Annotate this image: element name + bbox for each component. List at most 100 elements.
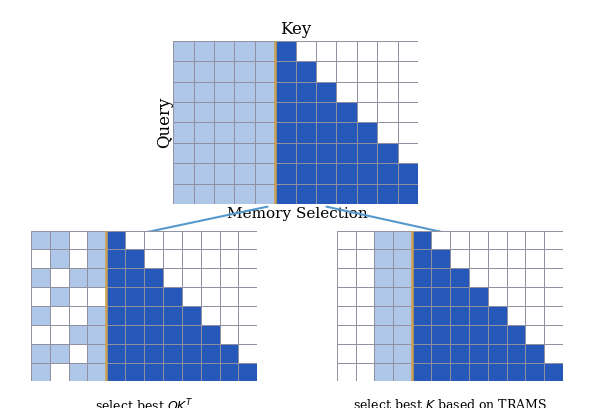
Bar — [255, 61, 275, 82]
Bar — [106, 363, 125, 381]
Bar — [214, 41, 234, 61]
Bar — [182, 325, 201, 344]
Bar — [144, 306, 163, 325]
Bar — [31, 268, 50, 287]
Bar — [50, 306, 68, 325]
Bar — [377, 163, 397, 184]
Bar — [173, 41, 194, 61]
Bar — [220, 287, 238, 306]
Bar — [488, 306, 507, 325]
Bar — [316, 163, 336, 184]
Bar — [238, 287, 257, 306]
Bar — [336, 61, 357, 82]
Bar — [234, 102, 255, 122]
Bar — [377, 143, 397, 163]
Bar — [87, 325, 106, 344]
Bar — [295, 41, 316, 61]
Bar — [163, 325, 182, 344]
Bar — [393, 344, 412, 363]
Bar — [374, 325, 393, 344]
Bar — [182, 231, 201, 249]
Bar — [507, 287, 526, 306]
Bar — [173, 122, 194, 143]
Bar — [125, 306, 144, 325]
Bar — [106, 306, 125, 325]
Bar — [469, 325, 488, 344]
Bar — [255, 82, 275, 102]
Text: Key: Key — [280, 21, 311, 38]
Bar — [357, 61, 377, 82]
Bar — [397, 122, 418, 143]
Bar — [87, 363, 106, 381]
Bar — [31, 325, 50, 344]
Bar — [220, 325, 238, 344]
Bar — [488, 325, 507, 344]
Bar — [275, 41, 295, 61]
Bar — [544, 306, 563, 325]
Bar — [356, 306, 374, 325]
Bar — [214, 163, 234, 184]
Bar — [87, 268, 106, 287]
Bar — [397, 184, 418, 204]
Bar — [255, 163, 275, 184]
Bar — [507, 325, 526, 344]
Bar — [68, 325, 87, 344]
Bar — [374, 306, 393, 325]
Bar — [214, 184, 234, 204]
Bar — [125, 268, 144, 287]
Bar — [374, 231, 393, 249]
Bar — [220, 363, 238, 381]
Bar — [173, 143, 194, 163]
Bar — [431, 363, 450, 381]
Bar — [50, 231, 68, 249]
Bar — [106, 287, 125, 306]
Bar — [393, 306, 412, 325]
Bar — [275, 102, 295, 122]
Bar — [507, 231, 526, 249]
Bar — [201, 287, 220, 306]
Bar — [125, 249, 144, 268]
Bar — [106, 325, 125, 344]
Bar — [125, 344, 144, 363]
Bar — [356, 344, 374, 363]
Text: select best $QK^T$: select best $QK^T$ — [94, 397, 194, 408]
Bar — [431, 268, 450, 287]
Bar — [488, 249, 507, 268]
Bar — [68, 231, 87, 249]
Bar — [374, 363, 393, 381]
Bar — [450, 344, 469, 363]
Bar — [469, 344, 488, 363]
Bar — [469, 231, 488, 249]
Bar — [393, 249, 412, 268]
Bar — [450, 306, 469, 325]
Bar — [526, 325, 544, 344]
Bar — [194, 41, 214, 61]
Bar — [234, 122, 255, 143]
Bar — [275, 82, 295, 102]
Bar — [450, 325, 469, 344]
Bar — [397, 41, 418, 61]
Bar — [275, 163, 295, 184]
Bar — [255, 143, 275, 163]
Bar — [337, 249, 356, 268]
Bar — [194, 102, 214, 122]
Bar — [356, 325, 374, 344]
Bar — [255, 102, 275, 122]
Bar — [377, 61, 397, 82]
Bar — [68, 249, 87, 268]
Bar — [544, 344, 563, 363]
Bar — [336, 82, 357, 102]
Bar — [31, 231, 50, 249]
Bar — [357, 163, 377, 184]
Bar — [31, 344, 50, 363]
Bar — [356, 363, 374, 381]
Bar — [173, 163, 194, 184]
Bar — [337, 363, 356, 381]
Bar — [182, 268, 201, 287]
Bar — [357, 102, 377, 122]
Bar — [393, 325, 412, 344]
Bar — [377, 82, 397, 102]
Bar — [356, 268, 374, 287]
Bar — [450, 268, 469, 287]
Bar — [507, 268, 526, 287]
